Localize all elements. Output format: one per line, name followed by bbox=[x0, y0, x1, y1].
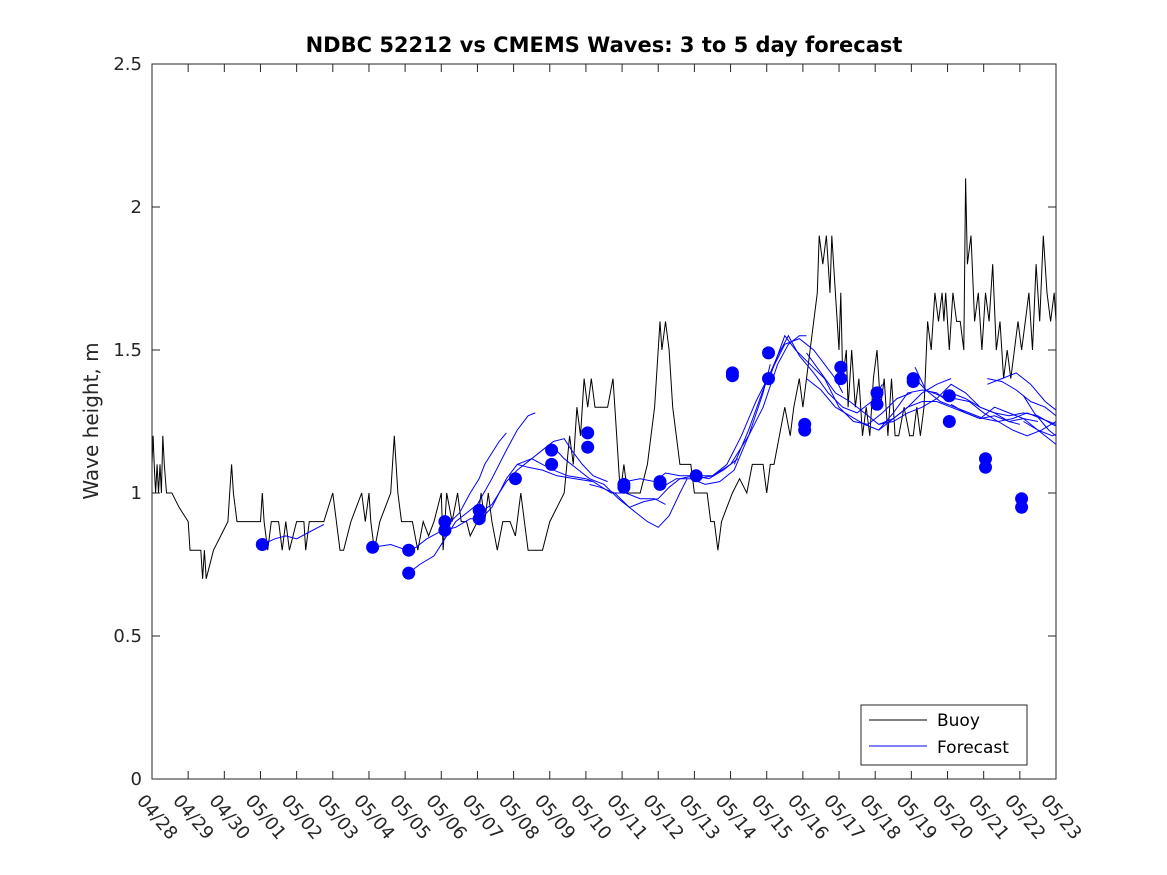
y-tick-label: 2.5 bbox=[113, 54, 142, 75]
forecast-run-line bbox=[589, 458, 739, 508]
forecast-marker bbox=[689, 469, 703, 483]
buoy-series-layer bbox=[152, 178, 1056, 579]
forecast-run-line bbox=[878, 401, 1038, 431]
forecast-run-line bbox=[1023, 395, 1056, 437]
y-tick-label: 0 bbox=[131, 769, 142, 790]
forecast-marker bbox=[581, 440, 595, 454]
forecast-run-line bbox=[697, 338, 844, 480]
legend-box bbox=[860, 704, 1028, 766]
y-tick-label: 2 bbox=[131, 197, 142, 218]
forecast-marker bbox=[653, 477, 667, 491]
forecast-marker bbox=[942, 415, 956, 428]
forecast-marker bbox=[438, 523, 452, 537]
chart-title: NDBC 52212 vs CMEMS Waves: 3 to 5 day fo… bbox=[306, 33, 903, 57]
forecast-marker bbox=[255, 538, 269, 551]
forecast-marker bbox=[798, 423, 812, 437]
forecast-markers-layer bbox=[255, 346, 1029, 580]
forecast-run-line bbox=[262, 524, 325, 545]
forecast-marker bbox=[508, 472, 522, 486]
forecast-run-line bbox=[987, 372, 1056, 411]
forecast-marker bbox=[906, 375, 920, 388]
forecast-run-line bbox=[769, 334, 912, 425]
forecast-marker bbox=[1015, 500, 1029, 514]
forecast-marker bbox=[834, 372, 848, 386]
forecast-marker bbox=[762, 372, 775, 386]
y-tick-label: 0.5 bbox=[113, 626, 142, 647]
forecast-marker bbox=[545, 457, 559, 471]
forecast-marker bbox=[545, 443, 559, 457]
forecast-run-line bbox=[517, 463, 666, 505]
forecast-run-line bbox=[878, 383, 1020, 425]
legend-label-buoy: Buoy bbox=[937, 711, 980, 731]
forecast-run-line bbox=[987, 378, 1056, 417]
forecast-marker bbox=[834, 360, 848, 374]
forecast-marker bbox=[581, 426, 595, 440]
legend: Buoy Forecast bbox=[860, 704, 1028, 766]
forecast-marker bbox=[366, 540, 380, 554]
forecast-marker bbox=[762, 346, 775, 360]
forecast-marker bbox=[472, 512, 486, 526]
forecast-run-line bbox=[950, 392, 1056, 427]
forecast-run-line bbox=[950, 403, 1056, 437]
forecast-marker bbox=[870, 386, 884, 400]
forecast-marker bbox=[402, 543, 416, 557]
forecast-run-line bbox=[733, 334, 883, 465]
forecast-marker bbox=[617, 480, 631, 494]
forecast-run-line bbox=[914, 378, 1056, 437]
forecast-marker bbox=[725, 369, 739, 383]
buoy-line bbox=[152, 178, 1056, 579]
forecast-marker bbox=[979, 460, 992, 474]
forecast-marker bbox=[942, 389, 956, 403]
y-tick-label: 1.5 bbox=[113, 340, 142, 361]
legend-label-forecast: Forecast bbox=[937, 738, 1009, 758]
plot-frame bbox=[151, 63, 1057, 780]
forecast-marker bbox=[402, 566, 416, 580]
y-tick-label: 1 bbox=[131, 483, 142, 504]
forecast-run-line bbox=[1023, 421, 1056, 446]
forecast-marker bbox=[870, 397, 884, 411]
y-axis-label: Wave height, m bbox=[79, 342, 103, 499]
forecast-run-line bbox=[408, 412, 536, 574]
